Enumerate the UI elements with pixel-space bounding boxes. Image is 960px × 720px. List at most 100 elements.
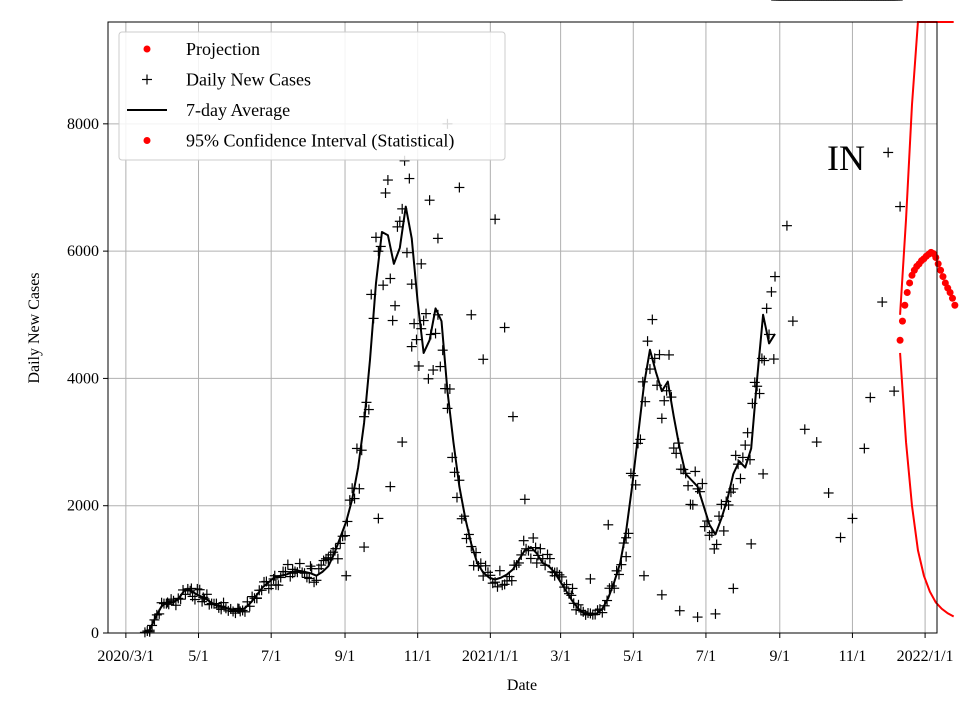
daily-case-marker [492, 581, 503, 592]
daily-case-marker [318, 555, 329, 566]
daily-case-marker [668, 443, 679, 454]
daily-case-marker [567, 583, 578, 594]
daily-case-marker [781, 220, 792, 231]
y-tick-label: 8000 [67, 116, 99, 133]
daily-case-marker [690, 466, 701, 477]
daily-case-marker [416, 258, 427, 269]
seven-day-average-line [143, 205, 776, 634]
daily-case-marker [494, 565, 505, 576]
daily-case-marker [385, 481, 396, 492]
daily-case-marker [506, 575, 517, 586]
daily-case-marker [692, 612, 703, 623]
daily-case-marker [201, 589, 212, 600]
daily-case-marker [737, 452, 748, 463]
x-tick-label: 2022/1/1 [897, 648, 954, 665]
daily-case-marker [320, 553, 331, 564]
legend-entry: Projection [143, 39, 260, 59]
daily-case-marker [301, 572, 312, 583]
projection-point [946, 288, 954, 296]
daily-case-marker [275, 572, 286, 583]
legend-label: Daily New Cases [186, 70, 311, 90]
x-tick-label: 7/1 [696, 648, 716, 665]
daily-case-marker [683, 480, 694, 491]
legend-label: 95% Confidence Interval (Statistical) [186, 131, 454, 152]
daily-case-marker [428, 365, 439, 376]
daily-case-marker [454, 182, 465, 193]
daily-case-marker [531, 557, 542, 568]
daily-case-marker [282, 559, 293, 570]
x-tick-label: 2020/3/1 [97, 648, 154, 665]
legend-dot-marker [143, 45, 151, 53]
x-tick-label: 11/1 [839, 648, 867, 665]
x-tick-label: 5/1 [188, 648, 208, 665]
daily-case-marker [349, 493, 360, 504]
daily-case-marker [847, 513, 858, 524]
x-tick-label: 3/1 [550, 648, 570, 665]
daily-case-marker [528, 532, 539, 543]
daily-case-marker [194, 584, 205, 595]
x-axis-label: Date [507, 677, 537, 694]
daily-case-marker [421, 308, 432, 319]
daily-case-marker [392, 221, 403, 232]
projection-point [937, 266, 945, 274]
daily-case-marker [711, 539, 722, 550]
daily-case-marker [764, 329, 775, 340]
daily-case-marker [332, 553, 343, 564]
daily-case-marker [218, 597, 229, 608]
projection-point [934, 260, 942, 268]
projection-point [948, 294, 956, 302]
daily-case-marker [519, 494, 530, 505]
daily-case-marker [344, 495, 355, 506]
daily-case-marker [740, 440, 751, 451]
daily-case-marker [499, 322, 510, 333]
daily-case-marker [305, 561, 316, 572]
daily-case-marker [768, 354, 779, 365]
projection-point [898, 317, 906, 325]
daily-case-marker [656, 413, 667, 424]
daily-case-marker [423, 373, 434, 384]
daily-case-marker [478, 354, 489, 365]
daily-case-marker [535, 543, 546, 554]
daily-case-marker [799, 424, 810, 435]
daily-case-marker [621, 551, 632, 562]
daily-case-marker [823, 487, 834, 498]
daily-case-marker [497, 580, 508, 591]
projection-point [903, 288, 911, 296]
daily-case-marker [835, 532, 846, 543]
daily-case-marker [637, 376, 648, 387]
legend-entry: Daily New Cases [142, 70, 311, 90]
daily-case-marker [687, 499, 698, 510]
daily-case-marker [294, 558, 305, 569]
daily-case-marker [424, 195, 435, 206]
x-tick-label: 9/1 [335, 648, 355, 665]
daily-case-marker [656, 589, 667, 600]
daily-case-marker [742, 427, 753, 438]
daily-case-marker [638, 570, 649, 581]
daily-case-marker [889, 386, 900, 397]
daily-case-marker [401, 247, 412, 258]
daily-case-marker [697, 478, 708, 489]
daily-case-marker [766, 286, 777, 297]
daily-case-marker [385, 273, 396, 284]
daily-case-marker [354, 483, 365, 494]
daily-case-marker [758, 468, 769, 479]
daily-case-marker [735, 473, 746, 484]
projection-point [901, 301, 909, 309]
daily-case-marker [451, 492, 462, 503]
daily-case-marker [316, 560, 327, 571]
daily-case-marker [746, 538, 757, 549]
projection-point [939, 273, 947, 281]
y-tick-label: 0 [91, 625, 99, 642]
daily-case-marker [787, 316, 798, 327]
daily-case-marker [359, 542, 370, 553]
daily-case-marker [542, 549, 553, 560]
daily-case-marker [728, 583, 739, 594]
daily-case-marker [859, 443, 870, 454]
y-tick-label: 2000 [67, 498, 99, 515]
daily-case-marker [585, 573, 596, 584]
legend-entry: 95% Confidence Interval (Statistical) [143, 131, 454, 152]
daily-case-marker [341, 570, 352, 581]
daily-case-marker [380, 187, 391, 198]
projection-markers [896, 248, 959, 344]
